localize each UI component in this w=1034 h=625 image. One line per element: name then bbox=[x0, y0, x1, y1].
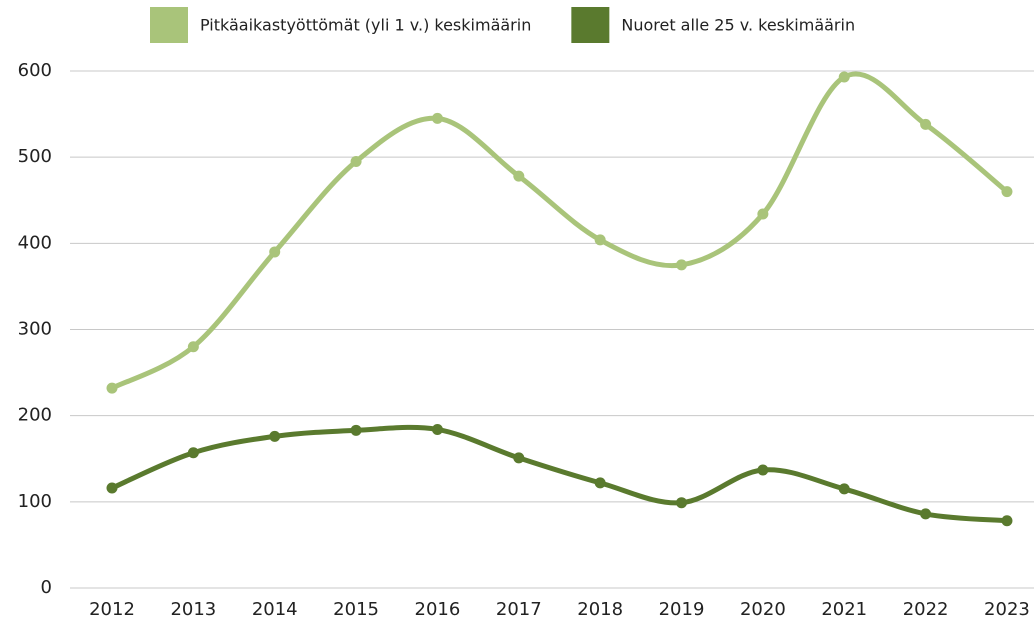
y-tick-label: 400 bbox=[18, 232, 52, 253]
marker bbox=[676, 259, 688, 271]
y-tick-label: 0 bbox=[41, 577, 52, 598]
marker bbox=[431, 423, 443, 435]
line bbox=[109, 71, 1010, 391]
y-tick-label: 500 bbox=[18, 146, 52, 167]
marker bbox=[1001, 515, 1013, 527]
marker bbox=[838, 71, 850, 83]
x-tick-label: 2013 bbox=[170, 599, 216, 620]
x-tick-label: 2012 bbox=[89, 599, 135, 620]
x-tick-label: 2014 bbox=[252, 599, 298, 620]
marker bbox=[513, 170, 525, 182]
marker bbox=[920, 118, 932, 130]
marker bbox=[431, 112, 443, 124]
legend-label: Nuoret alle 25 v. keskimäärin bbox=[621, 16, 855, 35]
marker bbox=[269, 246, 281, 258]
x-tick-label: 2018 bbox=[577, 599, 623, 620]
x-tick-label: 2022 bbox=[903, 599, 949, 620]
marker bbox=[757, 464, 769, 476]
marker bbox=[187, 447, 199, 459]
marker bbox=[187, 341, 199, 353]
marker bbox=[269, 430, 281, 442]
legend-swatch bbox=[571, 7, 610, 43]
x-tick-label: 2019 bbox=[659, 599, 705, 620]
marker bbox=[350, 424, 362, 436]
y-tick-label: 600 bbox=[18, 60, 52, 81]
x-tick-label: 2021 bbox=[821, 599, 867, 620]
legend-swatch bbox=[150, 7, 188, 43]
marker bbox=[838, 483, 850, 495]
marker bbox=[350, 155, 362, 167]
marker bbox=[757, 208, 769, 220]
x-tick-label: 2016 bbox=[415, 599, 461, 620]
marker bbox=[594, 477, 606, 489]
y-tick-label: 100 bbox=[18, 491, 52, 512]
legend-label: Pitkäaikastyöttömät (yli 1 v.) keskimäär… bbox=[200, 16, 531, 35]
marker bbox=[1001, 186, 1013, 198]
y-tick-label: 200 bbox=[18, 405, 52, 426]
line bbox=[109, 424, 1010, 524]
x-tick-label: 2015 bbox=[333, 599, 379, 620]
x-tick-label: 2020 bbox=[740, 599, 786, 620]
marker bbox=[920, 508, 932, 520]
marker bbox=[594, 234, 606, 246]
marker bbox=[106, 382, 118, 394]
x-tick-label: 2017 bbox=[496, 599, 542, 620]
marker bbox=[106, 482, 118, 494]
x-tick-label: 2023 bbox=[984, 599, 1030, 620]
marker bbox=[513, 452, 525, 464]
y-tick-label: 300 bbox=[18, 319, 52, 340]
marker bbox=[676, 497, 688, 509]
